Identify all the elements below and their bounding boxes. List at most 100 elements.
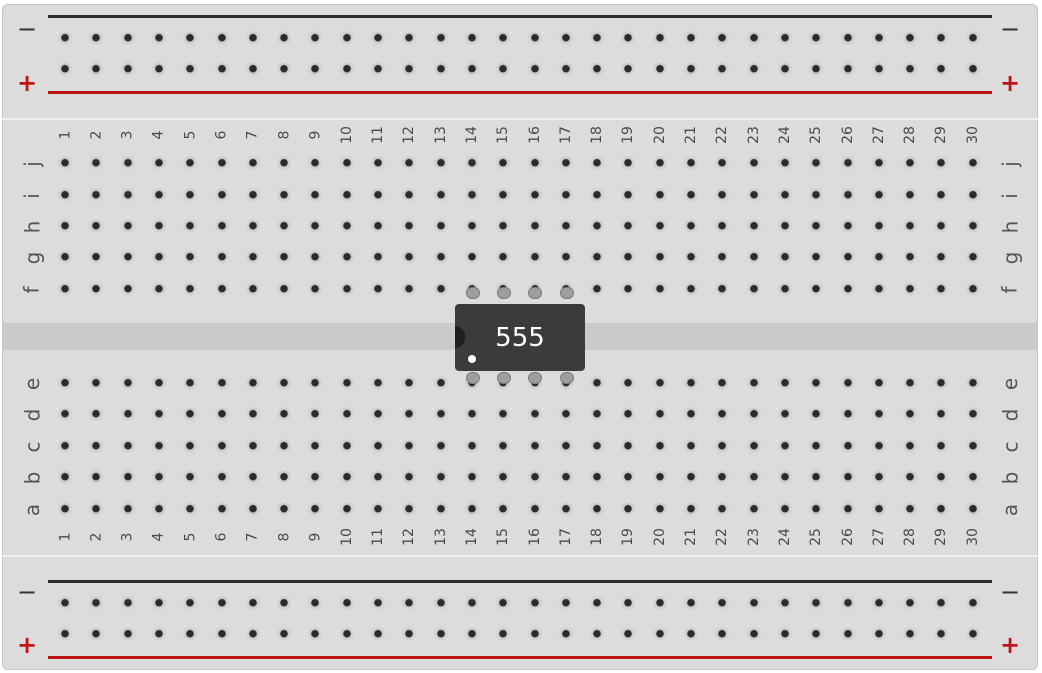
hole-c9[interactable]: [307, 439, 324, 455]
hole-a20[interactable]: [651, 502, 668, 518]
hole-d20[interactable]: [651, 407, 668, 423]
hole-h9[interactable]: [307, 219, 324, 235]
hole-i23[interactable]: [745, 188, 762, 204]
hole-h30[interactable]: [964, 219, 981, 235]
hole-i24[interactable]: [776, 188, 793, 204]
hole-a13[interactable]: [432, 502, 449, 518]
hole-c13[interactable]: [432, 439, 449, 455]
hole-d11[interactable]: [370, 407, 386, 423]
top-positive-rail-hole[interactable]: [57, 62, 73, 78]
hole-c15[interactable]: [495, 439, 512, 455]
hole-e5[interactable]: [182, 376, 199, 392]
hole-f10[interactable]: [338, 282, 355, 298]
bottom-positive-rail-hole[interactable]: [745, 627, 762, 643]
bottom-negative-rail-hole[interactable]: [119, 596, 136, 612]
top-negative-rail-hole[interactable]: [463, 31, 480, 47]
hole-j18[interactable]: [589, 156, 606, 172]
hole-h28[interactable]: [902, 219, 919, 235]
hole-e19[interactable]: [620, 376, 637, 392]
hole-b23[interactable]: [745, 470, 762, 486]
top-positive-rail-hole[interactable]: [244, 62, 261, 78]
hole-c3[interactable]: [119, 439, 136, 455]
hole-e18[interactable]: [589, 376, 606, 392]
bottom-positive-rail-hole[interactable]: [119, 627, 136, 643]
hole-c10[interactable]: [338, 439, 355, 455]
top-positive-rail-hole[interactable]: [307, 62, 324, 78]
top-negative-rail-hole[interactable]: [213, 31, 230, 47]
hole-a14[interactable]: [463, 502, 480, 518]
hole-f9[interactable]: [307, 282, 324, 298]
hole-j24[interactable]: [776, 156, 793, 172]
top-positive-rail-hole[interactable]: [557, 62, 574, 78]
hole-a23[interactable]: [745, 502, 762, 518]
top-negative-rail-hole[interactable]: [557, 31, 574, 47]
bottom-positive-rail-hole[interactable]: [182, 627, 199, 643]
hole-d10[interactable]: [338, 407, 355, 423]
hole-e8[interactable]: [276, 376, 293, 392]
top-negative-rail-hole[interactable]: [370, 31, 386, 47]
hole-a1[interactable]: [57, 502, 73, 518]
hole-e20[interactable]: [651, 376, 668, 392]
hole-j22[interactable]: [714, 156, 731, 172]
top-positive-rail-hole[interactable]: [432, 62, 449, 78]
hole-d5[interactable]: [182, 407, 199, 423]
bottom-negative-rail-hole[interactable]: [870, 596, 887, 612]
bottom-negative-rail-hole[interactable]: [307, 596, 324, 612]
bottom-positive-rail-hole[interactable]: [714, 627, 731, 643]
hole-g11[interactable]: [370, 250, 386, 266]
hole-e23[interactable]: [745, 376, 762, 392]
hole-i18[interactable]: [589, 188, 606, 204]
hole-d4[interactable]: [150, 407, 167, 423]
hole-d30[interactable]: [964, 407, 981, 423]
hole-j19[interactable]: [620, 156, 637, 172]
bottom-negative-rail-hole[interactable]: [463, 596, 480, 612]
hole-e27[interactable]: [870, 376, 887, 392]
hole-f1[interactable]: [57, 282, 73, 298]
hole-h29[interactable]: [933, 219, 950, 235]
hole-j21[interactable]: [683, 156, 699, 172]
hole-g19[interactable]: [620, 250, 637, 266]
hole-i30[interactable]: [964, 188, 981, 204]
top-negative-rail-hole[interactable]: [150, 31, 167, 47]
top-negative-rail-hole[interactable]: [589, 31, 606, 47]
hole-i4[interactable]: [150, 188, 167, 204]
top-positive-rail-hole[interactable]: [620, 62, 637, 78]
hole-e21[interactable]: [683, 376, 699, 392]
hole-j7[interactable]: [244, 156, 261, 172]
hole-a24[interactable]: [776, 502, 793, 518]
hole-g13[interactable]: [432, 250, 449, 266]
hole-j2[interactable]: [88, 156, 105, 172]
hole-j13[interactable]: [432, 156, 449, 172]
hole-g22[interactable]: [714, 250, 731, 266]
hole-g15[interactable]: [495, 250, 512, 266]
hole-i10[interactable]: [338, 188, 355, 204]
hole-b15[interactable]: [495, 470, 512, 486]
hole-g5[interactable]: [182, 250, 199, 266]
hole-c12[interactable]: [401, 439, 418, 455]
hole-e1[interactable]: [57, 376, 73, 392]
hole-h2[interactable]: [88, 219, 105, 235]
hole-b26[interactable]: [839, 470, 856, 486]
hole-d9[interactable]: [307, 407, 324, 423]
hole-a11[interactable]: [370, 502, 386, 518]
hole-d18[interactable]: [589, 407, 606, 423]
hole-d1[interactable]: [57, 407, 73, 423]
hole-j3[interactable]: [119, 156, 136, 172]
hole-c2[interactable]: [88, 439, 105, 455]
bottom-positive-rail-hole[interactable]: [370, 627, 386, 643]
hole-e7[interactable]: [244, 376, 261, 392]
hole-h19[interactable]: [620, 219, 637, 235]
hole-c22[interactable]: [714, 439, 731, 455]
hole-c8[interactable]: [276, 439, 293, 455]
hole-f27[interactable]: [870, 282, 887, 298]
hole-a25[interactable]: [808, 502, 825, 518]
hole-a18[interactable]: [589, 502, 606, 518]
hole-g4[interactable]: [150, 250, 167, 266]
hole-b4[interactable]: [150, 470, 167, 486]
hole-h14[interactable]: [463, 219, 480, 235]
bottom-negative-rail-hole[interactable]: [150, 596, 167, 612]
bottom-negative-rail-hole[interactable]: [964, 596, 981, 612]
hole-h25[interactable]: [808, 219, 825, 235]
hole-h24[interactable]: [776, 219, 793, 235]
hole-j20[interactable]: [651, 156, 668, 172]
